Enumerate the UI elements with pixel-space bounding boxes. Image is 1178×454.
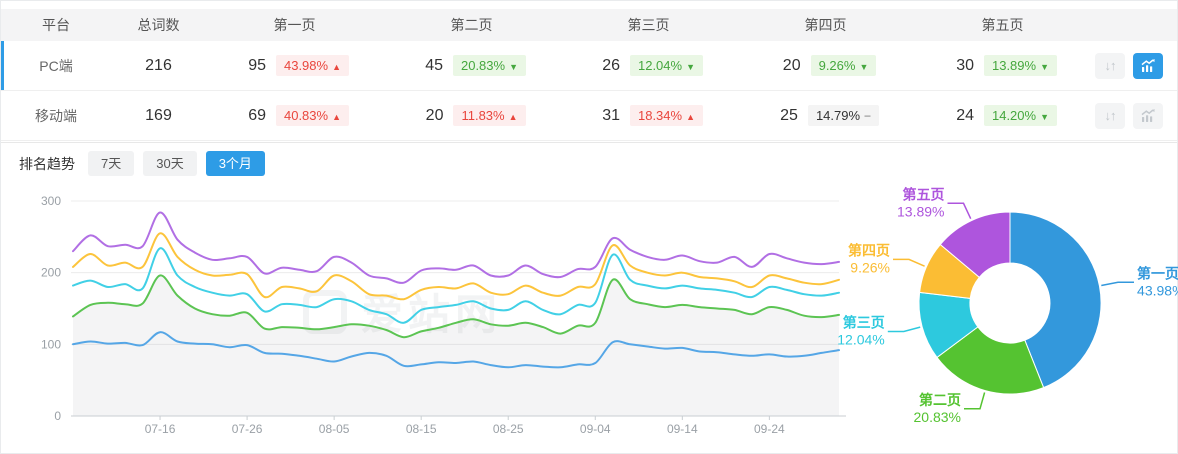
- col-page-5: 第五页: [981, 17, 1024, 33]
- page2-count: 20: [425, 106, 444, 124]
- tab-3months[interactable]: 3个月: [205, 151, 265, 176]
- page4-count: 25: [780, 106, 798, 124]
- trend-arrow-icon: [509, 109, 518, 122]
- page3-count: 26: [602, 56, 620, 74]
- bar-trend-icon: [1141, 109, 1155, 122]
- svg-text:0: 0: [54, 409, 61, 423]
- up-down-arrows-icon: ↓↑: [1104, 58, 1117, 73]
- tab-30days[interactable]: 30天: [143, 151, 197, 176]
- page1-change-badge: 40.83%: [275, 105, 349, 126]
- svg-text:09-14: 09-14: [667, 422, 698, 436]
- page1-count: 69: [248, 106, 266, 124]
- svg-text:08-05: 08-05: [319, 422, 350, 436]
- svg-text:100: 100: [41, 337, 61, 351]
- page4-change-badge: 14.79%: [807, 105, 880, 126]
- section-divider: [1, 142, 1177, 143]
- page5-count: 30: [956, 56, 974, 74]
- total-words-value: 169: [145, 106, 172, 124]
- up-down-arrows-icon: ↓↑: [1104, 108, 1117, 123]
- page2-change-badge: 20.83%: [452, 55, 526, 76]
- bar-trend-icon: [1141, 59, 1155, 72]
- col-page-4: 第四页: [804, 17, 847, 33]
- platform-label: PC端: [39, 57, 73, 74]
- page5-count: 24: [956, 106, 974, 124]
- page4-count: 20: [782, 56, 801, 74]
- svg-text:200: 200: [41, 266, 61, 280]
- page3-change-badge: 18.34%: [629, 105, 703, 126]
- trend-arrow-icon: [686, 109, 695, 122]
- trend-arrow-icon: [686, 59, 695, 72]
- page3-count: 31: [602, 106, 620, 124]
- trend-arrow-icon: [509, 59, 518, 72]
- page2-count: 45: [425, 56, 443, 74]
- sort-arrows-button[interactable]: ↓↑: [1095, 102, 1125, 129]
- platform-label: 移动端: [35, 107, 77, 124]
- table-row-pc[interactable]: PC端 216 95 43.98% 45 20.83% 26 12.04% 20…: [1, 41, 1177, 91]
- ranking-table: 平台 总词数 第一页 第二页 第三页 第四页 第五页 PC端 216 95 43…: [1, 9, 1177, 141]
- page3-change-badge: 12.04%: [629, 55, 703, 76]
- svg-text:300: 300: [41, 194, 61, 208]
- col-platform: 平台: [42, 17, 70, 33]
- line-chart[interactable]: 07-16 07-26 08-05 08-15 08-25 09-04 09-14 09-24…: [1, 186, 846, 448]
- col-page-1: 第一页: [273, 17, 316, 33]
- trend-section-title: 排名趋势: [19, 155, 75, 172]
- col-page-2: 第二页: [450, 17, 493, 33]
- table-row-mobile[interactable]: 移动端 169 69 40.83% 20 11.83% 31 18.34% 25…: [1, 91, 1177, 141]
- trend-arrow-icon: [1040, 109, 1049, 122]
- page2-change-badge: 11.83%: [453, 105, 526, 126]
- svg-text:08-25: 08-25: [493, 422, 524, 436]
- trend-chart-button[interactable]: [1133, 52, 1163, 79]
- page5-change-badge: 13.89%: [983, 55, 1057, 76]
- sort-arrows-button[interactable]: ↓↑: [1095, 52, 1125, 79]
- trend-arrow-icon: [864, 109, 871, 122]
- trend-arrow-icon: [859, 59, 868, 72]
- trend-chart-button[interactable]: [1133, 102, 1163, 129]
- trend-toolbar: 排名趋势 7天 30天 3个月: [19, 151, 265, 176]
- trend-arrow-icon: [332, 59, 341, 72]
- page4-change-badge: 9.26%: [810, 55, 877, 76]
- svg-text:09-24: 09-24: [754, 422, 785, 436]
- page5-change-badge: 14.20%: [983, 105, 1057, 126]
- trend-arrow-icon: [332, 109, 341, 122]
- table-header: 平台 总词数 第一页 第二页 第三页 第四页 第五页: [1, 9, 1177, 41]
- svg-text:08-15: 08-15: [406, 422, 437, 436]
- tab-7days[interactable]: 7天: [88, 151, 135, 176]
- trend-arrow-icon: [1040, 59, 1049, 72]
- col-total-words: 总词数: [137, 17, 180, 33]
- svg-text:09-04: 09-04: [580, 422, 611, 436]
- svg-text:07-26: 07-26: [232, 422, 263, 436]
- col-page-3: 第三页: [627, 17, 670, 33]
- page1-count: 95: [248, 56, 266, 74]
- svg-text:07-16: 07-16: [145, 422, 176, 436]
- total-words-value: 216: [145, 56, 172, 74]
- page1-change-badge: 43.98%: [275, 55, 349, 76]
